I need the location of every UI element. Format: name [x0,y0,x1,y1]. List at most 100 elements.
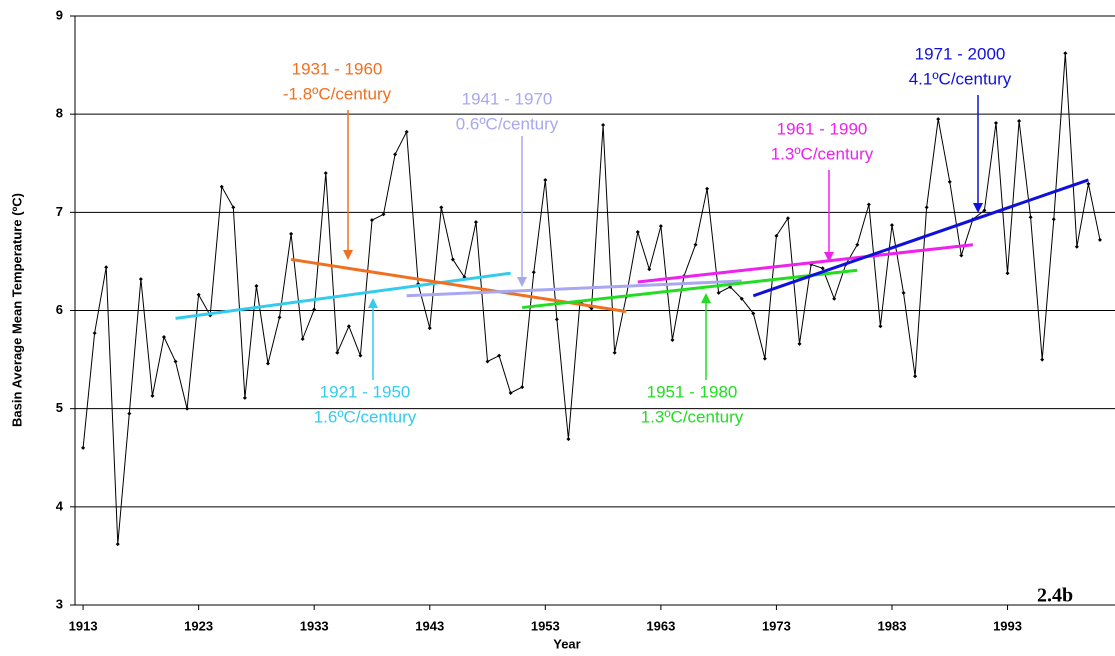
data-point [601,122,606,127]
data-point [242,395,247,400]
data-point [635,229,640,234]
data-point [427,326,432,331]
data-point [612,350,617,355]
x-tick-label: 1913 [69,618,98,633]
x-axis-label: Year [553,636,580,651]
trend-line [406,279,742,298]
data-point [1086,181,1091,186]
data-point [393,152,398,157]
data-point [993,121,998,126]
arrow-head [824,252,834,262]
x-tick-label: 1993 [993,618,1022,633]
data-point [1040,357,1045,362]
x-tick-label: 1943 [415,618,444,633]
trend-line [752,178,1089,298]
trend-rate: -1.8ºC/century [283,84,392,103]
trend-period: 1961 - 1990 [777,119,868,138]
data-point [1074,244,1079,249]
x-tick-label: 1973 [762,618,791,633]
data-point [369,218,374,223]
data-point [959,253,964,258]
data-point [312,307,317,312]
trend-period: 1931 - 1960 [292,59,383,78]
data-point [566,437,571,442]
data-point [196,292,201,297]
data-point [739,296,744,301]
data-point [866,202,871,207]
data-point [658,224,663,229]
data-point [450,257,455,262]
data-point [381,212,386,217]
data-point [982,208,987,213]
data-point [1051,217,1056,222]
x-tick-label: 1953 [531,618,560,633]
data-point [936,117,941,122]
data-point [531,270,536,275]
trend-line [290,257,627,313]
arrow-head [701,293,711,303]
data-point [473,220,478,225]
data-point [289,231,294,236]
data-point [1063,51,1068,56]
data-point [1005,271,1010,276]
data-point [554,317,559,322]
data-point [254,283,259,288]
trend-rate: 0.6ºC/century [456,114,559,133]
data-point [439,205,444,210]
trend-period: 1921 - 1950 [320,382,411,401]
trend-line [637,243,974,284]
data-point [485,359,490,364]
data-point [161,335,166,340]
y-tick-label: 4 [56,498,64,513]
data-point [716,290,721,295]
data-point [785,216,790,221]
trend-period: 1941 - 1970 [462,89,553,108]
data-point [797,341,802,346]
trend-line [175,271,511,320]
data-point [138,277,143,282]
trend-rate: 1.6ºC/century [314,407,417,426]
x-tick-label: 1963 [646,618,675,633]
data-point [1028,215,1033,220]
trend-period: 1971 - 2000 [915,44,1006,63]
trend-period: 1951 - 1980 [647,382,738,401]
data-point [878,324,883,329]
x-tick-label: 1983 [878,618,907,633]
data-point [947,179,952,184]
data-point [231,205,236,210]
data-point [855,242,860,247]
arrow-head [368,298,378,308]
x-tick-label: 1923 [184,618,213,633]
arrow-head [973,203,983,213]
trend-rate: 1.3ºC/century [771,144,874,163]
data-point [1097,237,1102,242]
data-point [335,350,340,355]
data-point [543,177,548,182]
y-tick-label: 5 [56,400,63,415]
trend-rate: 4.1ºC/century [909,69,1012,88]
data-point [404,129,409,134]
data-point [277,315,282,320]
arrow-head [343,250,353,260]
y-axis-label: Basin Average Mean Temperature (ºC) [9,193,24,427]
trend-rate: 1.3ºC/century [641,407,744,426]
data-point [774,233,779,238]
data-point [924,205,929,210]
trend-line [522,268,858,310]
data-point [115,542,120,547]
data-point [173,359,178,364]
data-point [647,267,652,272]
data-point [751,311,756,316]
data-point [693,242,698,247]
data-point [889,223,894,228]
y-tick-label: 7 [56,204,63,219]
data-point [762,356,767,361]
data-point [497,353,502,358]
data-point [185,406,190,411]
y-tick-label: 8 [56,106,63,121]
data-point [300,336,305,341]
data-point [705,186,710,191]
data-point [127,411,132,416]
data-point [265,361,270,366]
x-tick-label: 1933 [300,618,329,633]
